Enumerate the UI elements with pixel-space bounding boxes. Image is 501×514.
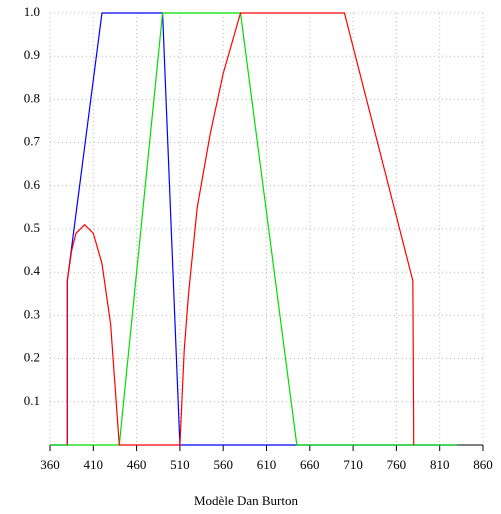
x-tick-label: 560 <box>213 457 233 472</box>
x-tick-label: 810 <box>430 457 450 472</box>
series-line <box>50 12 458 446</box>
y-tick-label: 0.4 <box>24 263 41 278</box>
y-tick-label: 1.0 <box>24 4 40 19</box>
x-tick-label: 510 <box>170 457 190 472</box>
y-tick-label: 0.6 <box>24 177 41 192</box>
x-tick-label: 410 <box>84 457 104 472</box>
x-tick-label: 710 <box>343 457 363 472</box>
y-tick-label: 0.7 <box>24 134 41 149</box>
x-tick-label: 360 <box>40 457 60 472</box>
series-line <box>66 12 415 446</box>
y-tick-label: 0.2 <box>24 350 40 365</box>
x-tick-label: 460 <box>127 457 147 472</box>
x-axis-label: Modèle Dan Burton <box>194 493 298 508</box>
x-tick-label: 610 <box>257 457 277 472</box>
x-tick-label: 660 <box>300 457 320 472</box>
y-tick-label: 0.8 <box>24 90 40 105</box>
x-tick-label: 760 <box>387 457 407 472</box>
y-tick-label: 0.3 <box>24 306 40 321</box>
y-tick-label: 0.5 <box>24 220 40 235</box>
y-tick-label: 0.9 <box>24 47 40 62</box>
x-tick-label: 860 <box>473 457 493 472</box>
y-tick-label: 0.1 <box>24 393 40 408</box>
